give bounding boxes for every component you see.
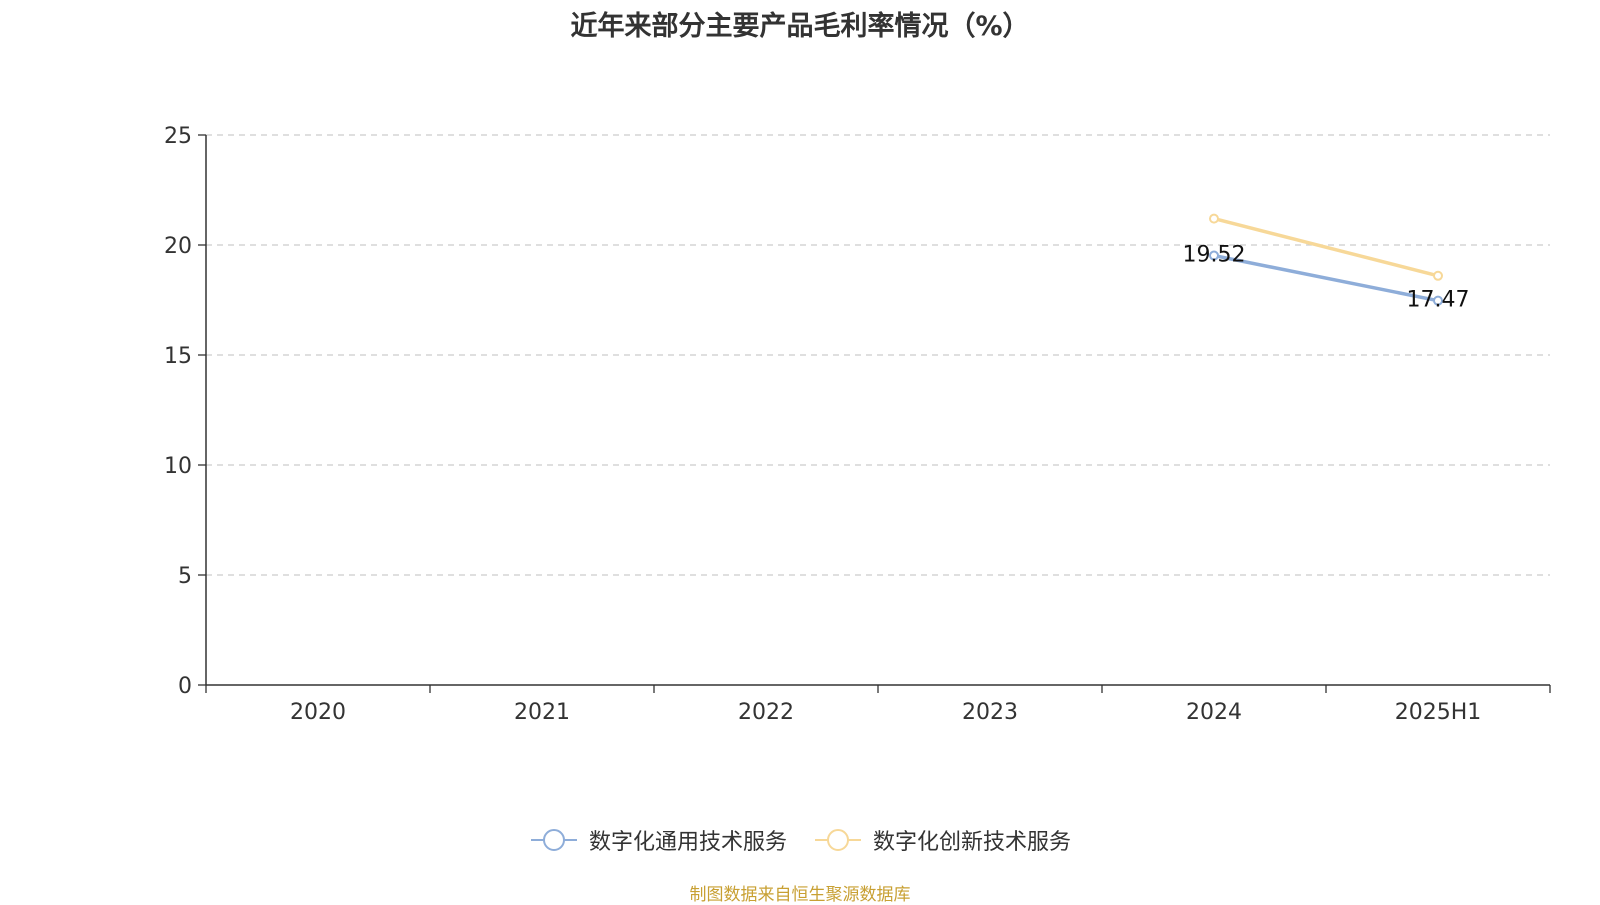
chart-title: 近年来部分主要产品毛利率情况（%） bbox=[570, 11, 1030, 42]
data-point bbox=[1209, 250, 1219, 261]
legend-label: 数字化通用技术服务 bbox=[588, 830, 787, 855]
grid-lines bbox=[206, 134, 1550, 576]
source-note: 制图数据来自恒生聚源数据库 bbox=[689, 885, 911, 905]
data-labels: 19.52 17.47 bbox=[1183, 243, 1470, 313]
y-tick-label: 0 bbox=[178, 674, 192, 699]
x-tick-label: 2023 bbox=[962, 700, 1018, 725]
series-line-1 bbox=[1213, 216, 1439, 278]
x-tick-label: 2020 bbox=[290, 700, 346, 725]
data-point bbox=[1433, 270, 1443, 281]
legend-label: 数字化创新技术服务 bbox=[873, 830, 1072, 855]
y-tick-label: 10 bbox=[164, 454, 192, 479]
y-tick-label: 15 bbox=[164, 344, 192, 369]
data-point bbox=[1209, 213, 1219, 224]
x-tick-label: 2021 bbox=[514, 700, 570, 725]
x-tick-label: 2022 bbox=[738, 700, 794, 725]
axes: 0 5 10 15 20 25 2020 2021 2022 2023 2024 2025H1 bbox=[164, 124, 1551, 725]
x-tick-label: 2024 bbox=[1186, 700, 1242, 725]
y-tick-label: 20 bbox=[164, 234, 192, 259]
data-label: 17.47 bbox=[1407, 288, 1470, 313]
series-line-0 bbox=[1213, 253, 1439, 303]
x-tick-label: 2025H1 bbox=[1395, 700, 1482, 725]
legend-marker-icon bbox=[815, 829, 861, 851]
data-point bbox=[1433, 295, 1443, 306]
legend-item-0[interactable]: 数字化通用技术服务 bbox=[529, 824, 787, 856]
series-layer bbox=[1209, 213, 1443, 306]
data-label: 19.52 bbox=[1183, 243, 1246, 268]
legend: 数字化通用技术服务 数字化创新技术服务 bbox=[0, 824, 1600, 856]
y-tick-label: 5 bbox=[178, 564, 192, 589]
legend-marker-icon bbox=[530, 829, 577, 851]
legend-item-1[interactable]: 数字化创新技术服务 bbox=[813, 824, 1071, 856]
y-tick-label: 25 bbox=[164, 124, 192, 149]
